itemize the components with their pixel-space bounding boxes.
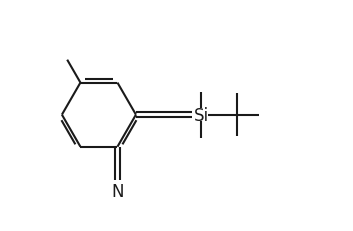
Text: N: N <box>111 182 124 200</box>
Text: Si: Si <box>194 106 209 124</box>
